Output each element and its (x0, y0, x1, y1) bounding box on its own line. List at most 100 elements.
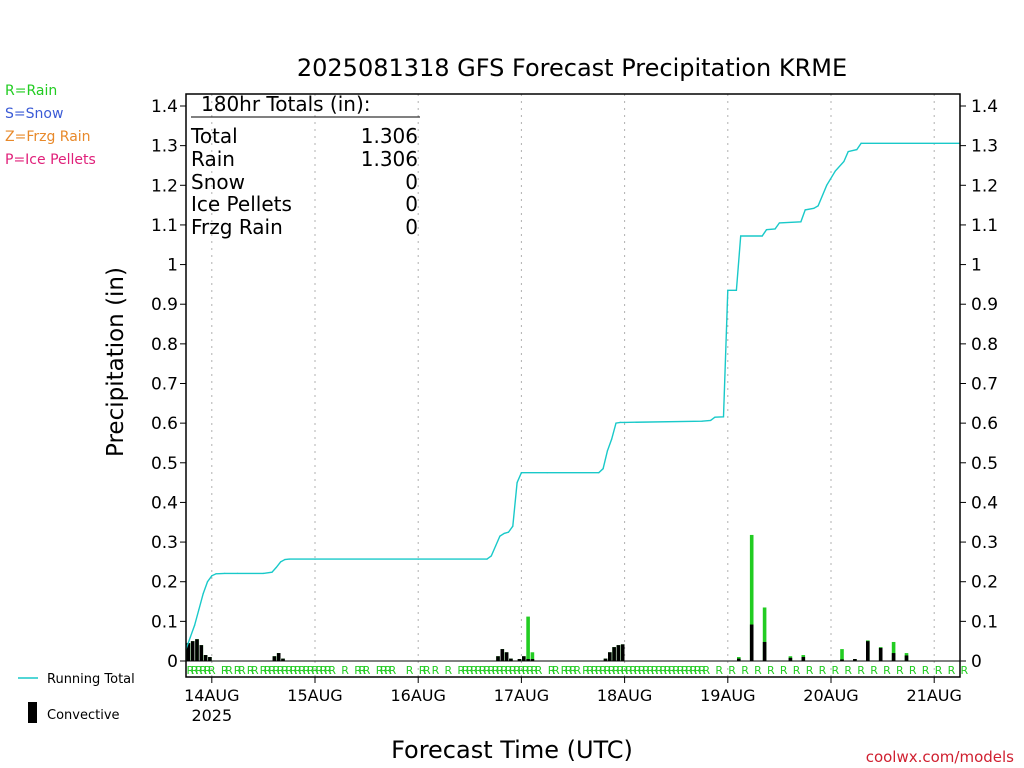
x-tick-label: 20AUG (803, 686, 858, 705)
rain-type-marker: R (238, 664, 246, 677)
rain-type-marker: R (552, 664, 560, 677)
rain-type-marker: R (488, 664, 496, 677)
rain-type-marker: R (290, 664, 298, 677)
y-tick-label-left: 0.1 (151, 612, 178, 632)
rain-type-marker: R (844, 664, 852, 677)
running-total-point (271, 571, 273, 573)
rain-type-marker: R (948, 664, 956, 677)
running-total-point (856, 149, 858, 151)
convective-bar (603, 658, 608, 661)
rain-type-marker: R (354, 664, 362, 677)
y-tick-label-right: 1.3 (971, 137, 998, 157)
rain-type-marker: R (586, 664, 594, 677)
rain-type-marker: R (961, 664, 969, 677)
convective-bar (517, 659, 522, 661)
rain-type-marker: R (195, 664, 203, 677)
y-tick-label-left: 0 (167, 652, 178, 672)
running-total-point (417, 558, 419, 560)
y-tick-label-left: 0.6 (151, 414, 178, 434)
rain-type-marker: R (819, 664, 827, 677)
rain-type-marker: R (535, 664, 543, 677)
rain-type-marker: R (647, 664, 655, 677)
rain-type-marker: R (423, 664, 431, 677)
rain-type-marker: R (294, 664, 302, 677)
running-total-point (202, 593, 204, 595)
running-total-point (843, 160, 845, 163)
running-total-point (215, 573, 217, 575)
convective-bar (199, 645, 204, 661)
rain-type-marker: R (264, 664, 272, 677)
precip-bars (186, 534, 909, 661)
rain-type-marker: R (642, 664, 650, 677)
convective-bar (522, 656, 526, 661)
rain-type-marker: R (251, 664, 259, 677)
running-total-point (765, 229, 768, 231)
convective-bar (281, 658, 285, 661)
rain-type-marker: R (526, 664, 534, 677)
convective-bar (878, 647, 883, 661)
rain-type-marker: R (483, 664, 491, 677)
rain-type-marker: R (870, 664, 878, 677)
legend-frzg-rain: Z=Frzg Rain (5, 129, 91, 145)
convective-bar (504, 652, 509, 661)
running-total-point (722, 416, 725, 418)
running-total-point (615, 422, 617, 424)
rain-type-marker: R (445, 664, 453, 677)
rain-type-marker: R (561, 664, 569, 677)
y-tick-label-left: 0.3 (151, 533, 178, 553)
running-total-point (280, 561, 282, 563)
legend-snow: S=Snow (5, 106, 63, 122)
running-total-point (714, 416, 716, 418)
running-total-point (817, 205, 819, 207)
rain-type-marker: R (359, 664, 367, 677)
convective-bar (866, 641, 870, 661)
y-tick-label-right: 0.6 (971, 414, 998, 434)
x-tick-sublabel: 2025 (191, 706, 232, 725)
rain-type-marker: R (273, 664, 281, 677)
rain-type-marker: R (470, 664, 478, 677)
y-tick-label-right: 0.9 (971, 295, 998, 315)
rain-type-marker: R (922, 664, 930, 677)
y-tick-label-left: 0.7 (151, 375, 178, 395)
running-total-point (834, 170, 836, 172)
running-total-point (224, 572, 226, 574)
running-total-point (611, 438, 613, 440)
rain-type-marker: R (767, 664, 775, 677)
running-total-point (198, 608, 200, 611)
rain-type-marker: R (406, 664, 414, 677)
y-tick-label-right: 0.7 (971, 375, 998, 395)
rain-type-marker: R (376, 664, 384, 677)
totals-heading: 180hr Totals (in): (201, 92, 371, 116)
running-total-point (262, 572, 264, 574)
x-tick-label: 17AUG (494, 686, 549, 705)
rain-type-marker: R (268, 664, 276, 677)
legend-ice-pellets: P=Ice Pellets (5, 152, 96, 168)
y-axis: 0 00.1 0.10.2 0.20.3 0.30.4 0.40.5 0.50.6 0.60.… (151, 97, 998, 672)
rain-type-marker: R (500, 664, 508, 677)
running-total-point (490, 555, 492, 557)
rain-type-marker: R (285, 664, 293, 677)
totals-box: 180hr Totals (in): Total 1.306 Rain 1.30… (190, 92, 420, 239)
totals-value-ice-pellets: 0 (405, 192, 418, 216)
rain-type-marker: R (522, 664, 530, 677)
rain-type-marker: R (341, 664, 349, 677)
rain-type-marker: R (307, 664, 315, 677)
x-gridlines (211, 94, 935, 677)
running-total-point (761, 235, 763, 237)
totals-label-ice-pellets: Ice Pellets (191, 192, 292, 216)
convective-bar (853, 659, 857, 661)
running-total-point (194, 624, 196, 626)
running-total-point (284, 558, 286, 561)
rain-type-marker: R (677, 664, 685, 677)
running-total-point (516, 482, 518, 484)
convective-bar (762, 641, 767, 661)
rain-type-marker: R (715, 664, 723, 677)
rain-type-marker: R (832, 664, 840, 677)
rain-type-marker: R (565, 664, 573, 677)
convective-legend-swatch (28, 702, 37, 723)
rain-type-marker: R (608, 664, 616, 677)
convective-legend-label: Convective (47, 708, 120, 723)
convective-bar (496, 656, 500, 661)
